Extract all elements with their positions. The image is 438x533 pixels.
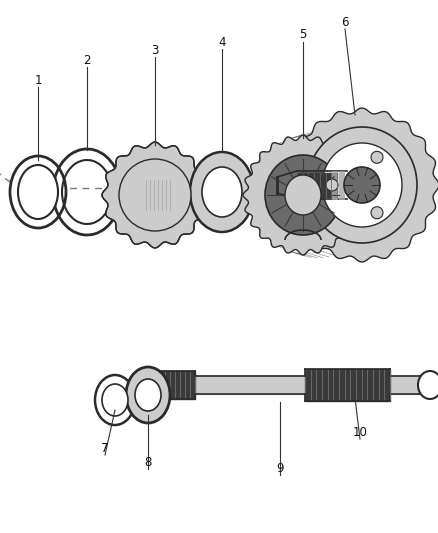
Ellipse shape xyxy=(371,151,383,163)
Text: 9: 9 xyxy=(276,462,284,474)
Ellipse shape xyxy=(265,155,341,235)
Text: 4: 4 xyxy=(218,36,226,49)
Ellipse shape xyxy=(285,175,321,215)
Ellipse shape xyxy=(95,375,135,425)
Ellipse shape xyxy=(322,143,402,227)
Ellipse shape xyxy=(418,371,438,399)
Text: 2: 2 xyxy=(83,53,91,67)
Ellipse shape xyxy=(202,167,242,217)
Ellipse shape xyxy=(10,156,66,228)
Ellipse shape xyxy=(190,152,254,232)
Ellipse shape xyxy=(102,384,128,416)
Text: 6: 6 xyxy=(341,15,349,28)
Ellipse shape xyxy=(307,127,417,243)
Text: 1: 1 xyxy=(34,74,42,86)
Text: 3: 3 xyxy=(151,44,159,56)
Ellipse shape xyxy=(326,179,338,191)
Ellipse shape xyxy=(344,167,380,203)
Ellipse shape xyxy=(18,165,58,219)
Polygon shape xyxy=(243,135,363,255)
Ellipse shape xyxy=(126,367,170,423)
Ellipse shape xyxy=(119,159,191,231)
Bar xyxy=(142,180,168,210)
Text: 10: 10 xyxy=(353,425,367,439)
Text: 5: 5 xyxy=(299,28,307,42)
Ellipse shape xyxy=(135,379,161,411)
Ellipse shape xyxy=(371,207,383,219)
Ellipse shape xyxy=(273,183,383,207)
Text: 7: 7 xyxy=(101,441,109,455)
Polygon shape xyxy=(285,108,438,262)
Text: 8: 8 xyxy=(144,456,152,469)
Polygon shape xyxy=(102,142,208,248)
